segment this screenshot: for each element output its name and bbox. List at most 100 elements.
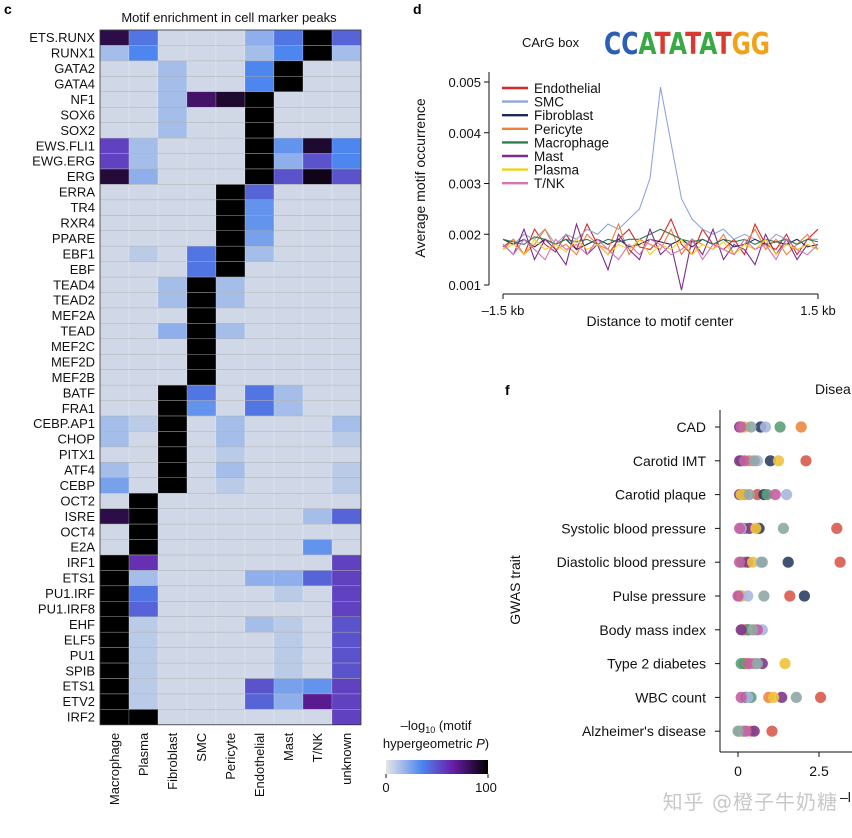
panel-letter-c: c: [4, 1, 12, 17]
dotplot-point: [747, 624, 759, 636]
heatmap-row-label: MEF2B: [52, 370, 95, 385]
heatmap-row-label: SPIB: [65, 663, 95, 678]
heatmap-cell: [302, 369, 333, 386]
heatmap-cell: [215, 477, 246, 494]
heatmap-row-labels: ETS.RUNXRUNX1GATA2GATA4NF1SOX6SOX2EWS.FL…: [29, 30, 95, 724]
heatmap-cell: [128, 215, 159, 231]
heatmap-cell: [215, 662, 246, 679]
heatmap-cell: [99, 245, 130, 262]
heatmap-row-label: RUNX1: [51, 46, 95, 61]
heatmap-cell: [215, 400, 246, 417]
dotplot-trait-label: Carotid plaque: [615, 487, 706, 503]
heatmap-cell: [186, 709, 217, 725]
heatmap-cell: [273, 45, 304, 62]
heatmap-cell: [186, 477, 217, 494]
heatmap-cell: [244, 601, 275, 617]
heatmap-cell: [331, 631, 362, 648]
heatmap-cell: [244, 276, 275, 293]
heatmap-cell: [99, 415, 130, 432]
heatmap-cell: [157, 91, 188, 108]
heatmap-cell: [302, 647, 333, 664]
dotplot-point: [732, 590, 744, 602]
heatmap-cell: [215, 431, 246, 448]
heatmap-cell: [157, 462, 188, 478]
heatmap-cell: [128, 647, 159, 664]
heatmap-cell: [215, 153, 246, 170]
dotplot-xlabel-fragment: –l: [840, 789, 851, 805]
line-chart-ytick-label: 0.004: [448, 126, 481, 141]
line-chart-ytick-label: 0.002: [448, 227, 481, 242]
heatmap-cell: [331, 446, 362, 463]
heatmap-cell: [302, 431, 333, 448]
line-chart-legend: EndothelialSMCFibroblastPericyteMacropha…: [502, 81, 609, 191]
heatmap-cell: [331, 369, 362, 386]
heatmap-cell: [99, 107, 130, 123]
heatmap-row-label: PITX1: [59, 447, 95, 462]
heatmap-cell: [244, 323, 275, 339]
heatmap-cell: [331, 400, 362, 417]
heatmap-cell: [273, 245, 304, 262]
heatmap-cell: [302, 168, 333, 185]
heatmap-cell: [157, 184, 188, 201]
heatmap-cell: [331, 477, 362, 494]
heatmap-cell: [157, 338, 188, 355]
heatmap-cell: [215, 60, 246, 77]
heatmap-cell: [215, 45, 246, 62]
heatmap-cell: [157, 585, 188, 602]
legend-label: Pericyte: [534, 122, 583, 137]
dotplot-point: [774, 421, 786, 433]
heatmap-cell: [99, 477, 130, 494]
dotplot-point: [831, 522, 843, 535]
heatmap-cell: [244, 415, 275, 432]
dotplot-point: [766, 725, 778, 737]
heatmap-cell: [273, 276, 304, 293]
heatmap-cell: [244, 45, 275, 62]
heatmap-cell: [302, 415, 333, 432]
heatmap-cell: [331, 307, 362, 324]
heatmap-cell: [302, 508, 333, 525]
heatmap-cell: [302, 91, 333, 108]
heatmap-cell: [244, 292, 275, 309]
heatmap-cell: [128, 554, 159, 571]
heatmap-cell: [244, 662, 275, 679]
legend-label: T/NK: [534, 176, 565, 191]
heatmap-cell: [331, 60, 362, 77]
heatmap-cell: [331, 554, 362, 571]
heatmap-cell: [157, 153, 188, 170]
heatmap-cell: [99, 601, 130, 617]
heatmap-cell: [244, 168, 275, 185]
heatmap-cell: [128, 415, 159, 432]
heatmap-cell: [215, 276, 246, 293]
heatmap-cell: [273, 693, 304, 710]
heatmap-cell: [186, 354, 217, 370]
heatmap-cell: [186, 369, 217, 386]
heatmap-cell: [128, 107, 159, 123]
line-chart-ytick-label: 0.001: [448, 278, 481, 293]
heatmap-cell: [215, 493, 246, 509]
dotplot-point: [798, 590, 811, 602]
heatmap-cell: [302, 245, 333, 262]
heatmap-row-label: ETS1: [62, 679, 95, 694]
heatmap-cell: [244, 91, 275, 108]
heatmap-cell: [186, 585, 217, 602]
heatmap-cell: [215, 245, 246, 262]
heatmap-cell: [186, 168, 217, 185]
heatmap-cell: [128, 523, 159, 540]
heatmap-cell: [99, 693, 130, 710]
heatmap-cell: [128, 307, 159, 324]
dotplot-point: [756, 556, 768, 568]
heatmap-row-label: EWG.ERG: [32, 154, 95, 169]
colorbar-label-line2: hypergeometric P): [383, 736, 489, 751]
line-chart-xtick-label: 1.5 kb: [800, 303, 835, 318]
heatmap-cell: [302, 631, 333, 648]
heatmap-cell: [186, 647, 217, 664]
heatmap-row-label: CEBP: [60, 478, 95, 493]
colorbar-label-line1: –log10 (motif: [401, 718, 472, 735]
heatmap-cell: [128, 384, 159, 401]
heatmap-cell: [273, 662, 304, 679]
heatmap-row-label: ERRA: [59, 185, 95, 200]
dotplot-point: [748, 725, 760, 737]
heatmap-cell: [244, 384, 275, 401]
heatmap-cell: [99, 76, 130, 92]
heatmap-cell: [244, 122, 275, 139]
